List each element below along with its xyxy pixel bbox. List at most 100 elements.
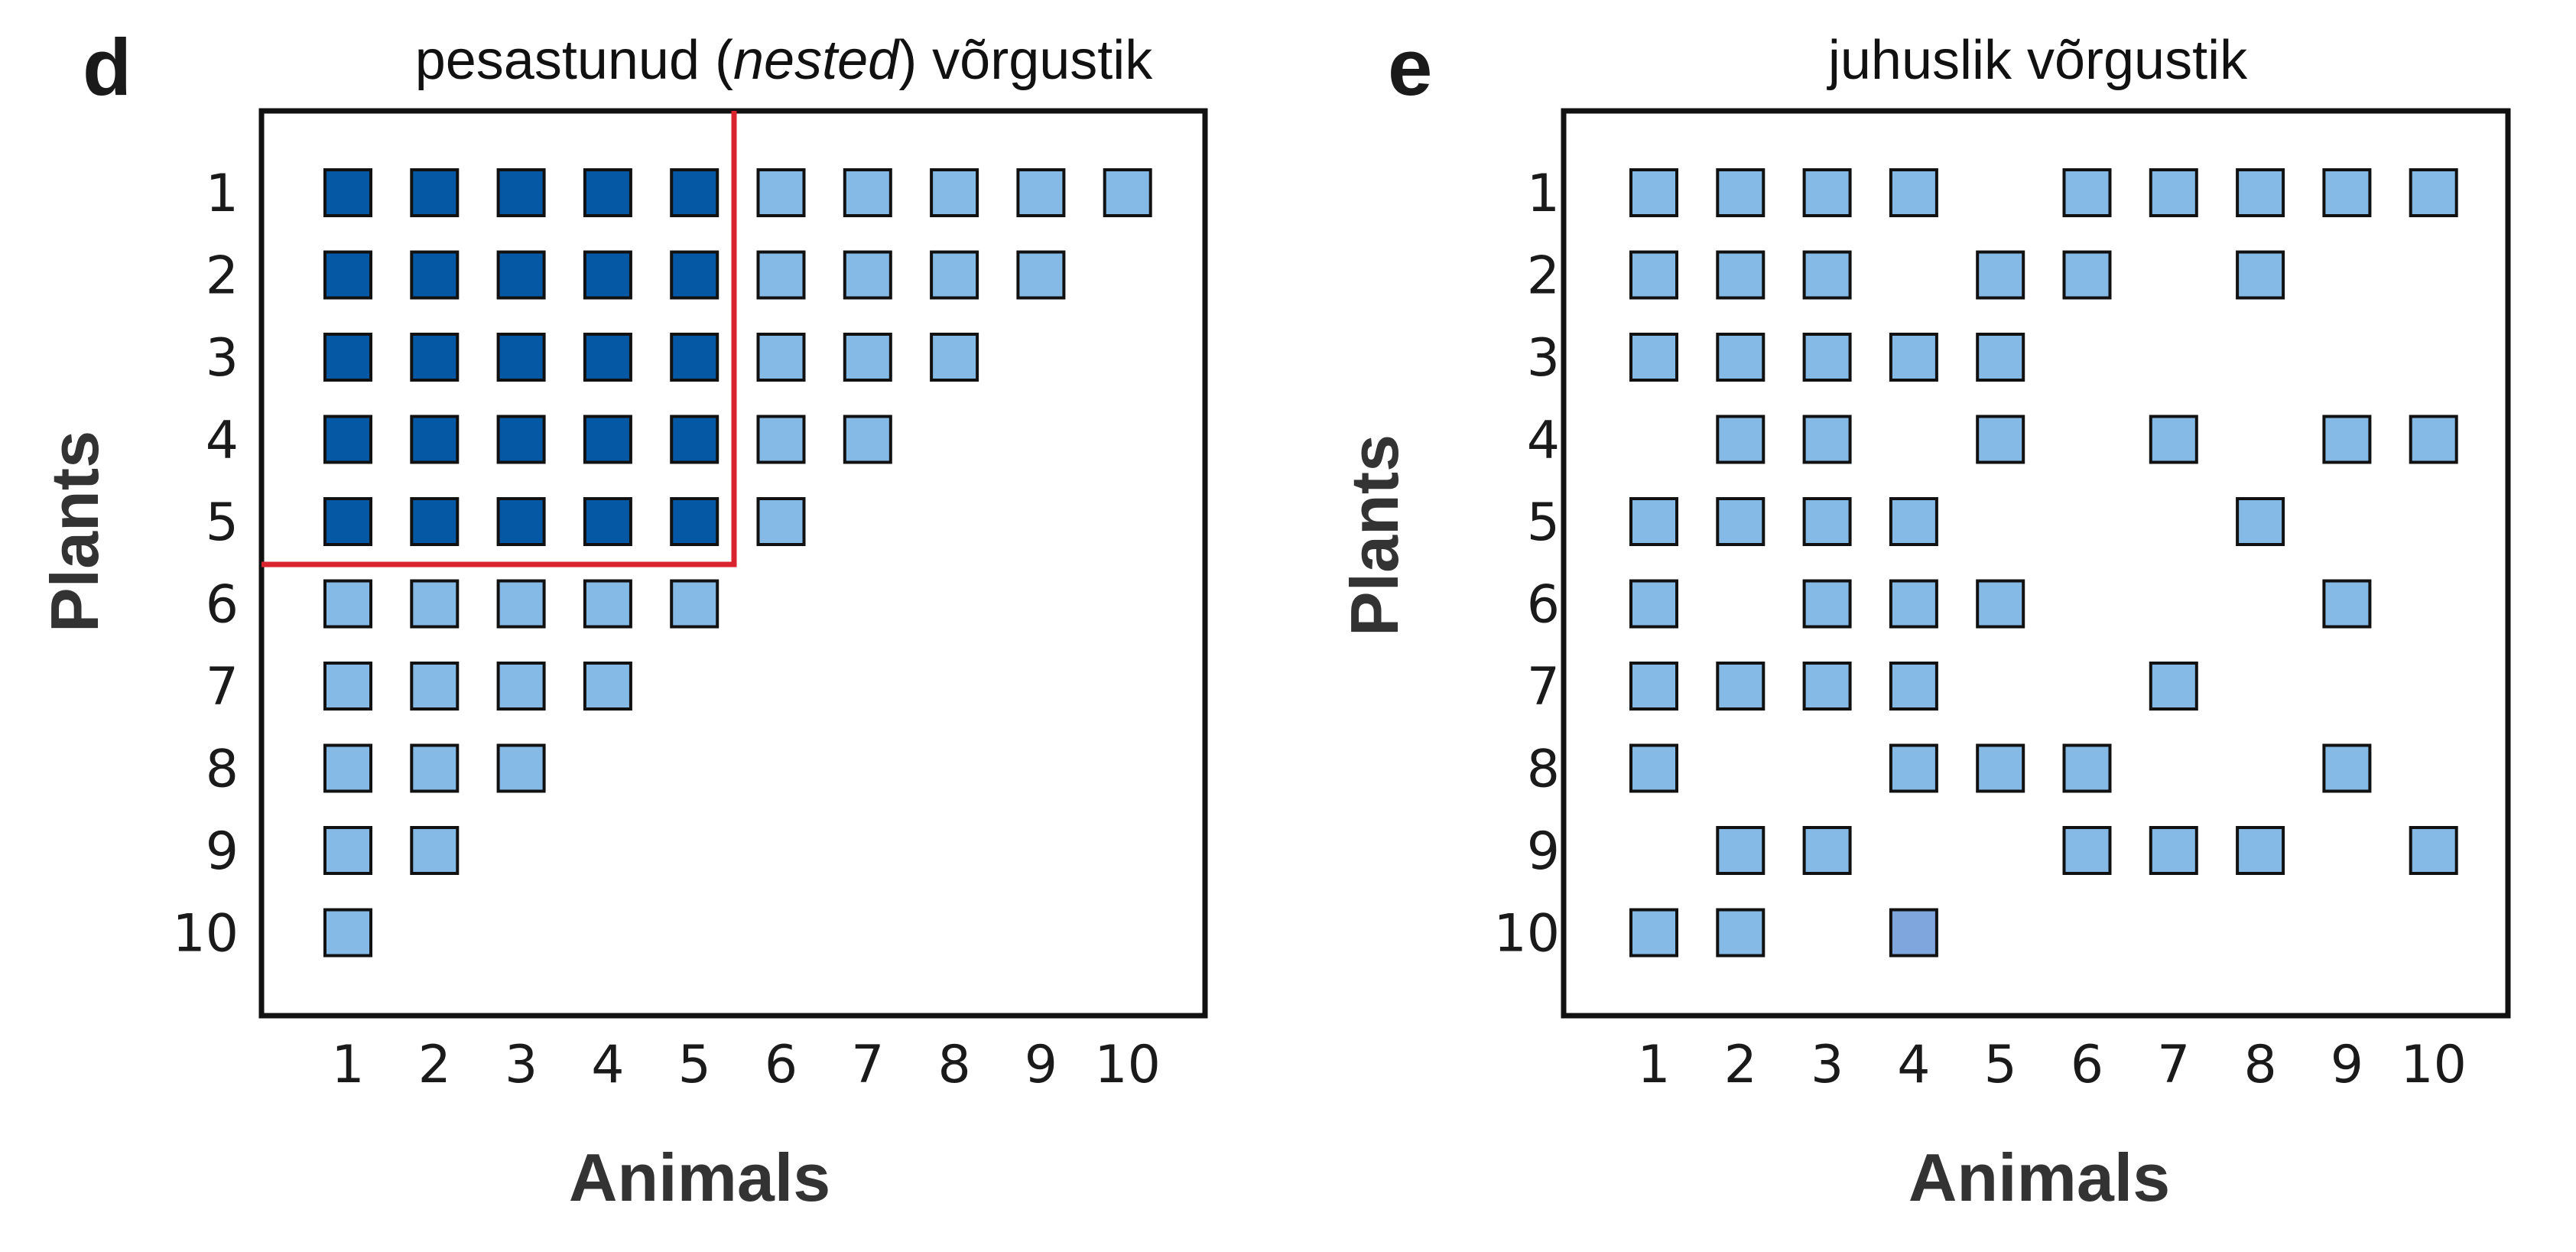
interaction-cell: [930, 168, 979, 217]
interaction-cell: [410, 333, 460, 382]
y-tick-labels: 1 2 3 4 5 6 7 8 9 10: [172, 164, 239, 964]
x-tick-label: 10: [1094, 1035, 1161, 1095]
interaction-cell: [1889, 908, 1938, 958]
interaction-cell: [2409, 415, 2458, 464]
x-tick-label: 4: [591, 1035, 624, 1095]
interaction-cell: [323, 826, 372, 875]
y-tick-label: 10: [172, 904, 239, 964]
x-tick-label: 7: [851, 1035, 884, 1095]
y-tick-label: 8: [206, 740, 239, 800]
interaction-cell: [496, 415, 546, 464]
interaction-cell: [1802, 662, 1852, 711]
interaction-cell: [930, 333, 979, 382]
interaction-cell: [843, 333, 892, 382]
interaction-cell: [756, 497, 806, 546]
interaction-cell: [323, 579, 372, 629]
x-tick-label: 2: [418, 1035, 451, 1095]
interaction-cell: [1629, 743, 1678, 793]
interaction-cell: [410, 497, 460, 546]
x-tick-label: 9: [2331, 1035, 2363, 1095]
interaction-cell: [323, 743, 372, 793]
y-tick-label: 10: [1493, 904, 1560, 964]
interaction-cell: [843, 250, 892, 300]
interaction-cell: [583, 333, 632, 382]
interaction-cell: [2322, 415, 2372, 464]
cell-layer: [323, 168, 1152, 958]
interaction-cell: [1716, 250, 1766, 300]
interaction-cell: [1976, 333, 2025, 382]
interaction-cell: [323, 250, 372, 300]
interaction-cell: [756, 333, 806, 382]
interaction-cell: [323, 168, 372, 217]
interaction-cell: [496, 662, 546, 711]
interaction-cell: [1802, 415, 1852, 464]
interaction-cell: [1716, 908, 1766, 958]
interaction-cell: [323, 497, 372, 546]
interaction-cell: [583, 415, 632, 464]
interaction-cell: [1802, 826, 1852, 875]
interaction-cell: [1629, 908, 1678, 958]
interaction-cell: [930, 250, 979, 300]
interaction-cell: [496, 333, 546, 382]
panel-letter-d: d: [83, 23, 132, 112]
interaction-cell: [1716, 168, 1766, 217]
interaction-cell: [1802, 333, 1852, 382]
interaction-cell: [1716, 497, 1766, 546]
interaction-cell: [1802, 497, 1852, 546]
interaction-cell: [1716, 333, 1766, 382]
interaction-cell: [670, 579, 720, 629]
x-axis-label: Animals: [569, 1140, 830, 1215]
interaction-cell: [1802, 579, 1852, 629]
x-tick-label: 10: [2400, 1035, 2467, 1095]
interaction-cell: [410, 579, 460, 629]
y-tick-label: 2: [1527, 246, 1560, 307]
interaction-cell: [2236, 826, 2285, 875]
interaction-cell: [2236, 250, 2285, 300]
interaction-cell: [496, 168, 546, 217]
interaction-cell: [1976, 743, 2025, 793]
interaction-cell: [1016, 250, 1066, 300]
interaction-cell: [496, 743, 546, 793]
interaction-cell: [2149, 168, 2198, 217]
interaction-cell: [410, 168, 460, 217]
y-tick-label: 5: [1527, 493, 1560, 553]
x-tick-labels: 1 2 3 4 5 6 7 8 9 10: [1637, 1035, 2467, 1095]
x-tick-label: 9: [1025, 1035, 1057, 1095]
y-tick-label: 3: [206, 328, 239, 389]
interaction-cell: [1976, 415, 2025, 464]
interaction-cell: [1976, 250, 2025, 300]
nested-core-outline: [261, 111, 737, 567]
y-tick-label: 6: [206, 575, 239, 636]
interaction-cell: [2409, 826, 2458, 875]
x-tick-label: 1: [331, 1035, 364, 1095]
y-tick-label: 7: [206, 657, 239, 717]
interaction-cell: [843, 168, 892, 217]
interaction-cell: [1629, 333, 1678, 382]
panel-d-title: pesastunud (nested) võrgustik: [415, 30, 1154, 91]
interaction-cell: [1016, 168, 1066, 217]
interaction-cell: [1103, 168, 1152, 217]
interaction-cell: [496, 497, 546, 546]
interaction-cell: [1802, 168, 1852, 217]
interaction-cell: [1629, 168, 1678, 217]
cell-layer: [1629, 168, 2458, 958]
interaction-cell: [1716, 662, 1766, 711]
y-tick-labels: 1 2 3 4 5 6 7 8 9 10: [1493, 164, 1560, 964]
y-tick-label: 4: [206, 411, 239, 471]
x-tick-label: 4: [1897, 1035, 1930, 1095]
interaction-cell: [2062, 250, 2112, 300]
interaction-cell: [2149, 826, 2198, 875]
x-axis-label: Animals: [1908, 1140, 2170, 1215]
interaction-cell: [2236, 168, 2285, 217]
interaction-cell: [323, 908, 372, 958]
interaction-cell: [1802, 250, 1852, 300]
interaction-cell: [1629, 250, 1678, 300]
interaction-cell: [1889, 662, 1938, 711]
interaction-cell: [2062, 743, 2112, 793]
x-tick-label: 5: [678, 1035, 711, 1095]
interaction-cell: [323, 333, 372, 382]
x-tick-label: 3: [1811, 1035, 1843, 1095]
interaction-cell: [2062, 168, 2112, 217]
